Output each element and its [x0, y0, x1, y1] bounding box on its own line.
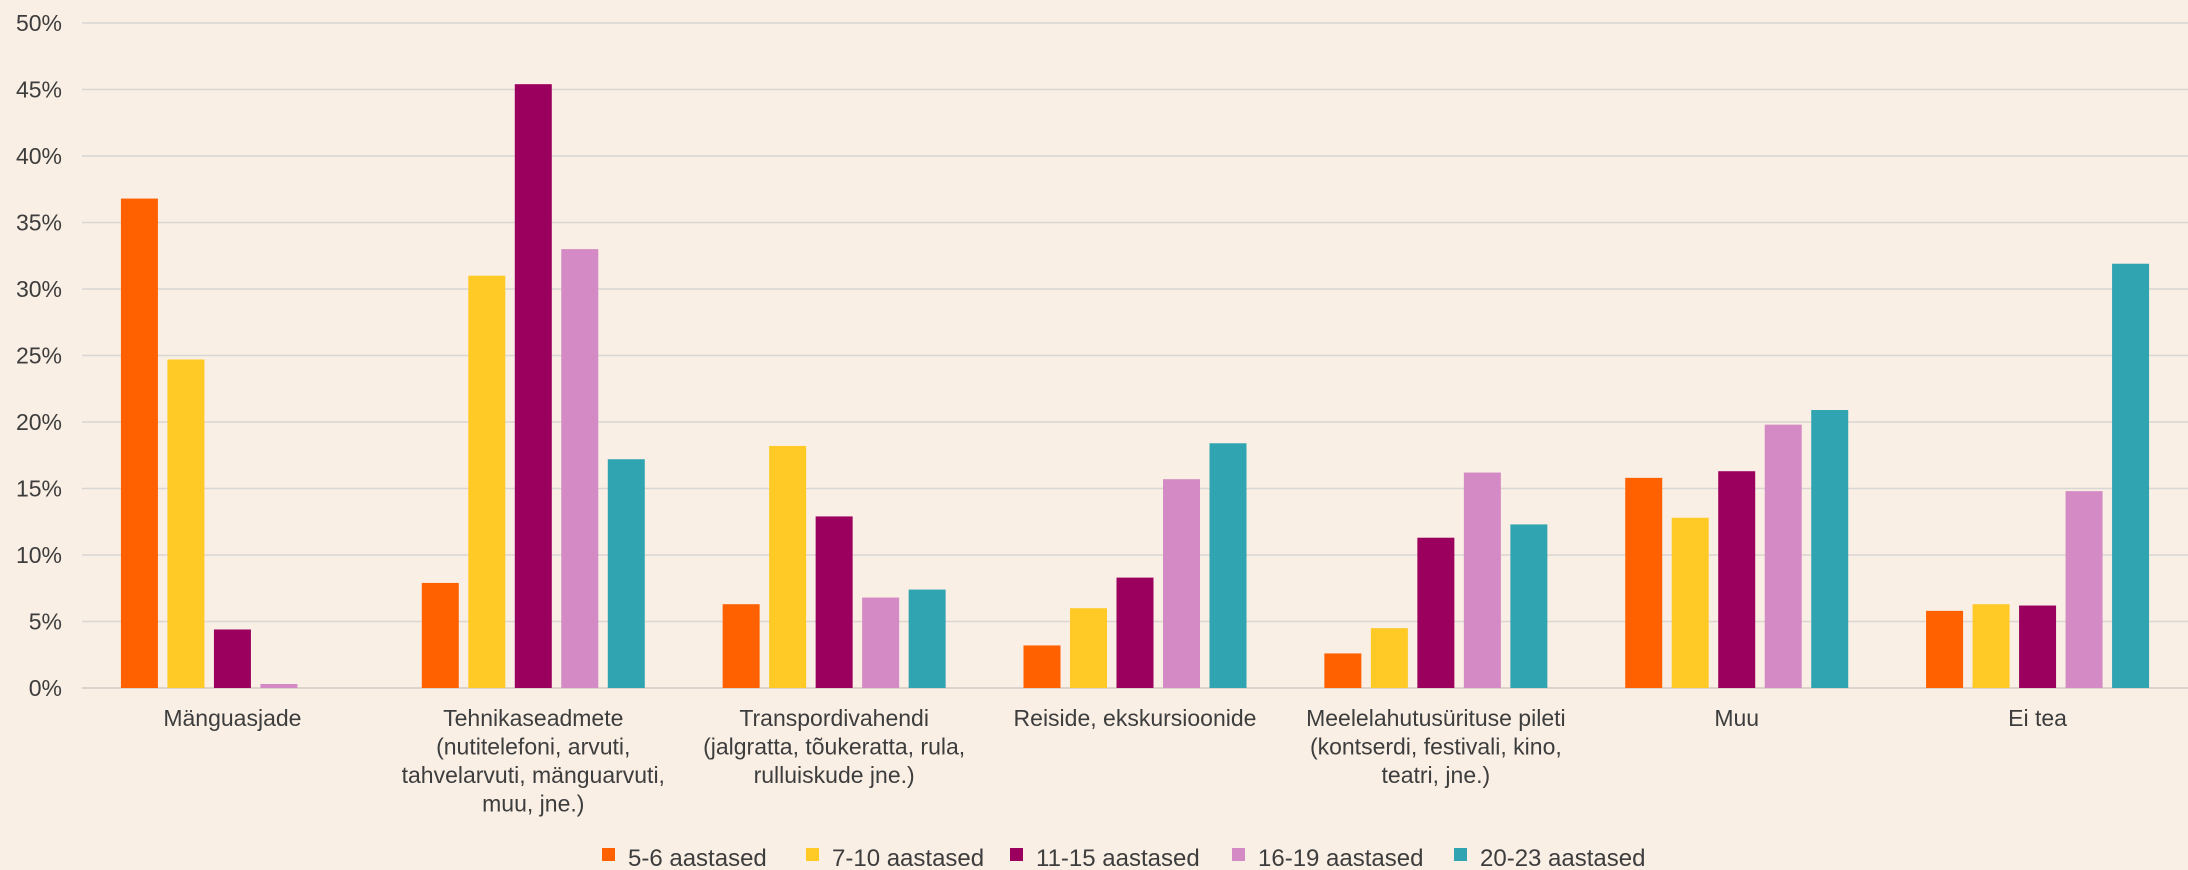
bar: [514, 84, 552, 689]
x-category-label: Ei tea: [2008, 705, 2067, 731]
bar: [1370, 628, 1408, 688]
x-category-label: Muu: [1714, 705, 1759, 731]
legend-swatch: [806, 848, 819, 861]
bar: [167, 359, 205, 688]
bar: [1463, 472, 1501, 688]
y-axis-tick-labels: 0% 5% 10% 15% 20% 25% 30% 35% 40% 45% 50%: [16, 10, 62, 701]
bar: [1070, 608, 1107, 688]
legend-label: 5-6 aastased: [628, 845, 767, 870]
legend-swatch: [1232, 848, 1245, 861]
x-category-label: Mänguasjade: [163, 705, 301, 731]
legend-swatch: [1454, 848, 1467, 861]
legend: 5-6 aastased 7-10 aastased 11-15 aastased 1…: [602, 845, 1645, 870]
y-tick-label: 45%: [16, 77, 62, 103]
bars: [120, 84, 2150, 689]
bar: [1163, 479, 1200, 688]
y-tick-label: 0%: [29, 675, 62, 701]
legend-label: 11-15 aastased: [1036, 845, 1200, 870]
x-category-label: Tehnikaseadmete (nutitelefoni, arvuti, tah…: [402, 705, 665, 817]
bar: [1116, 577, 1154, 688]
bar: [815, 516, 853, 688]
legend-swatch: [602, 848, 615, 861]
x-category-label: Meelelahutusürituse pileti (kontserdi, fe…: [1306, 705, 1566, 788]
bar: [908, 589, 946, 688]
bar: [2112, 263, 2150, 688]
y-tick-label: 35%: [16, 210, 62, 236]
bar: [213, 629, 251, 688]
bar: [607, 459, 645, 688]
bar: [862, 597, 900, 688]
bar: [1417, 537, 1455, 688]
y-tick-label: 15%: [16, 476, 62, 502]
bar: [2019, 605, 2057, 688]
y-tick-label: 30%: [16, 276, 62, 302]
bar: [561, 249, 599, 688]
legend-label: 20-23 aastased: [1480, 845, 1645, 870]
bar: [1324, 653, 1362, 688]
legend-label: 7-10 aastased: [832, 845, 984, 870]
bar: [260, 684, 298, 688]
y-tick-label: 5%: [29, 609, 62, 635]
bar: [1671, 517, 1709, 688]
y-tick-label: 20%: [16, 409, 62, 435]
y-tick-label: 50%: [16, 10, 62, 36]
bar: [120, 198, 158, 688]
bar: [1625, 477, 1663, 688]
x-category-label: Transpordivahendi (jalgratta, tõukeratta,…: [703, 705, 965, 788]
bar: [722, 604, 760, 688]
bar: [769, 445, 807, 688]
legend-label: 16-19 aastased: [1258, 845, 1423, 870]
bar: [2065, 491, 2103, 688]
bar: [1718, 471, 1756, 688]
bar: [421, 582, 459, 688]
bar: [468, 275, 506, 688]
legend-swatch: [1010, 848, 1023, 861]
x-axis-category-labels: Mänguasjade Tehnikaseadmete (nutitelefoni,…: [163, 705, 2067, 817]
y-tick-label: 10%: [16, 542, 62, 568]
y-tick-label: 40%: [16, 143, 62, 169]
bar: [1510, 524, 1548, 688]
y-tick-label: 25%: [16, 343, 62, 369]
bar: [1926, 610, 1964, 688]
x-category-label: Reiside, ekskursioonide: [1014, 705, 1257, 731]
bar: [1023, 645, 1061, 688]
bar: [1764, 424, 1802, 688]
bar: [1209, 443, 1247, 688]
bar: [1811, 410, 1849, 688]
bar: [1972, 604, 2010, 688]
